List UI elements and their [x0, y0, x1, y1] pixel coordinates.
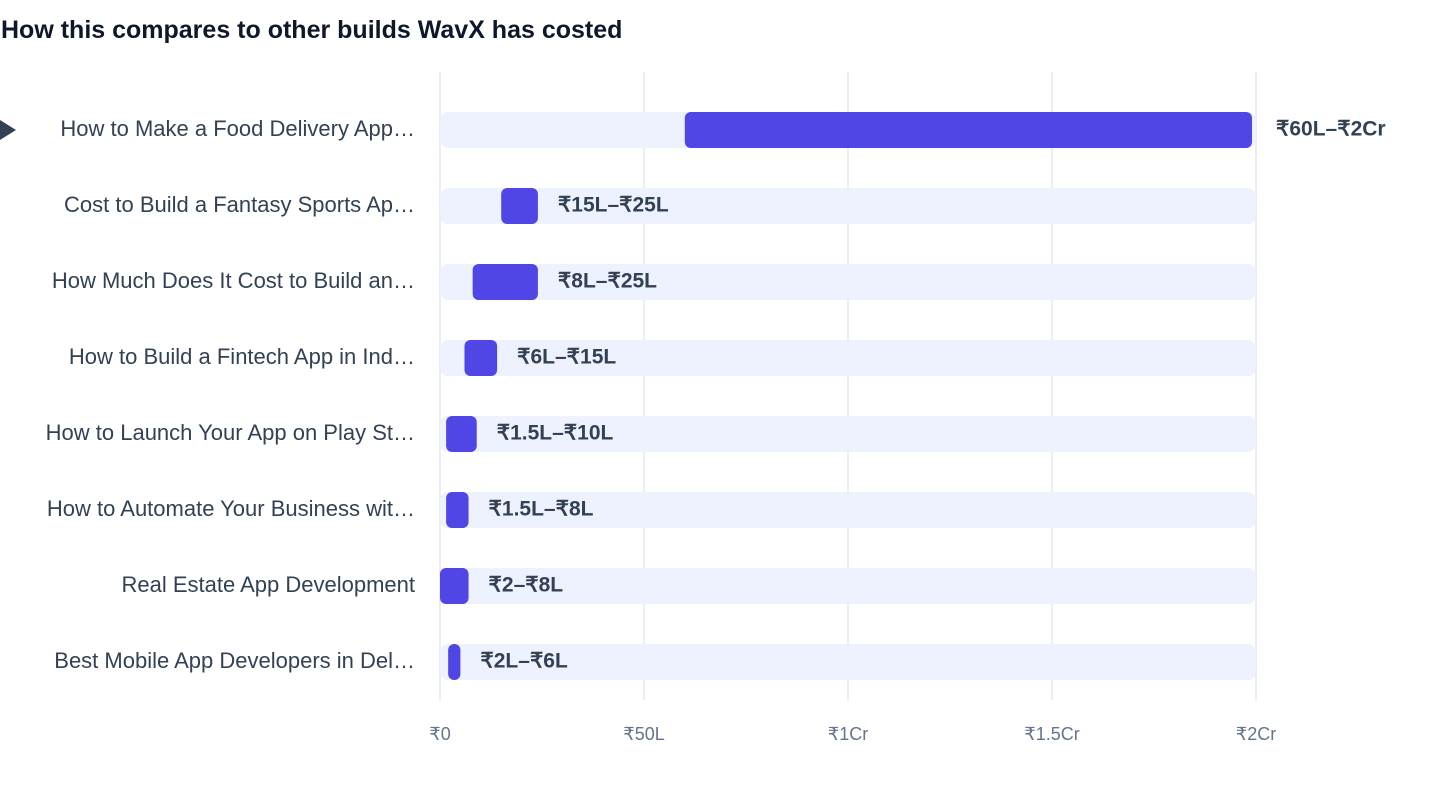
range-bar-5 [446, 492, 469, 528]
x-tick-label: ₹0 [429, 724, 450, 744]
current-item-marker-icon [0, 120, 16, 140]
category-label: Best Mobile App Developers in Del… [54, 648, 415, 673]
bar-track-2 [440, 264, 1256, 300]
category-label: Cost to Build a Fantasy Sports Ap… [64, 192, 415, 217]
category-label: Real Estate App Development [121, 572, 415, 597]
range-bar-7 [448, 644, 461, 680]
x-tick-label: ₹1Cr [828, 724, 868, 744]
category-label: How to Automate Your Business wit… [47, 496, 415, 521]
value-label: ₹1.5L–₹10L [497, 422, 614, 445]
value-label: ₹6L–₹15L [517, 346, 616, 369]
category-label: How to Make a Food Delivery App… [60, 116, 415, 141]
bar-track-5 [440, 492, 1256, 528]
x-tick-label: ₹1.5Cr [1024, 724, 1079, 744]
bar-track-3 [440, 340, 1256, 376]
range-bar-1 [501, 188, 538, 224]
bar-track-7 [440, 644, 1256, 680]
chart-title: How this compares to other builds WavX h… [1, 16, 623, 44]
category-label: How to Launch Your App on Play St… [46, 420, 415, 445]
range-bar-2 [472, 264, 538, 300]
value-label: ₹8L–₹25L [558, 270, 657, 293]
value-label: ₹2–₹8L [489, 574, 564, 597]
value-label: ₹1.5L–₹8L [489, 498, 594, 521]
x-tick-label: ₹50L [623, 724, 664, 744]
value-label: ₹2L–₹6L [480, 650, 568, 673]
range-bar-6 [440, 568, 469, 604]
range-bar-4 [446, 416, 477, 452]
category-label: How Much Does It Cost to Build an… [52, 268, 415, 293]
value-label: ₹15L–₹25L [558, 194, 669, 217]
bar-track-1 [440, 188, 1256, 224]
x-tick-label: ₹2Cr [1236, 724, 1276, 744]
bar-track-4 [440, 416, 1256, 452]
bar-track-6 [440, 568, 1256, 604]
category-label: How to Build a Fintech App in Ind… [69, 344, 415, 369]
range-bar-0 [684, 112, 1252, 148]
value-label: ₹60L–₹2Cr [1276, 118, 1386, 141]
range-bar-3 [464, 340, 498, 376]
